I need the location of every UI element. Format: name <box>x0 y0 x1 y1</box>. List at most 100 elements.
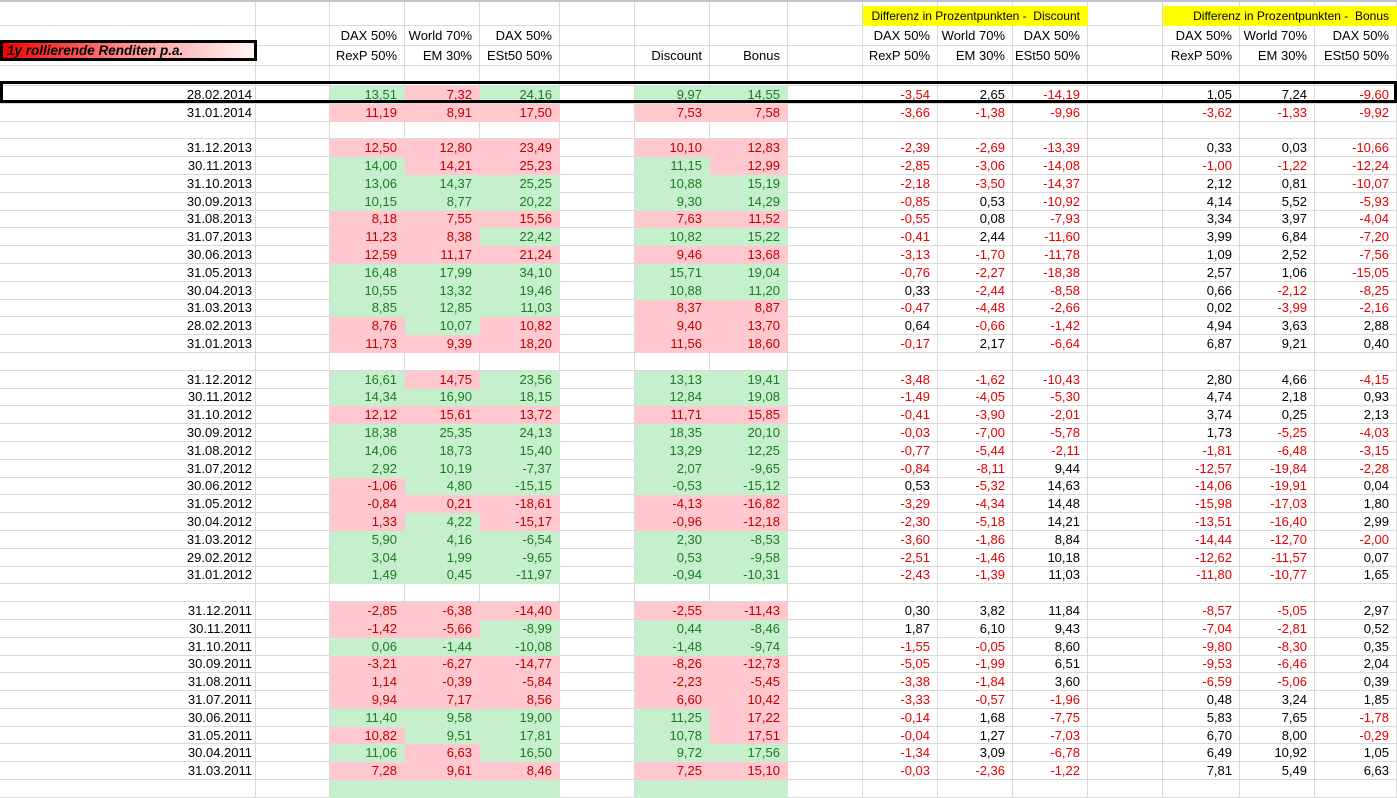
cell-diff-bonus-1[interactable]: 1,05 <box>1163 86 1240 104</box>
cell-bonus[interactable]: 15,85 <box>710 406 788 425</box>
cell-discount[interactable]: -0,53 <box>635 477 710 496</box>
cell-return-dax-est50[interactable]: -15,15 <box>480 477 560 496</box>
cell-bonus[interactable]: 19,41 <box>710 370 788 389</box>
cell-date[interactable]: 31.03.2013 <box>0 299 256 318</box>
cell-empty[interactable] <box>560 495 635 514</box>
cell-diff-bonus-3[interactable]: 2,88 <box>1315 317 1397 336</box>
cell-empty[interactable] <box>560 513 635 531</box>
cell-empty[interactable] <box>560 762 635 781</box>
cell-diff-discount-1[interactable]: -0,47 <box>863 299 938 318</box>
cell-diff-discount-2[interactable]: 6,10 <box>938 619 1013 638</box>
cell-empty[interactable] <box>788 246 863 264</box>
cell-empty[interactable] <box>560 530 635 549</box>
cell-empty[interactable] <box>256 66 330 86</box>
cell-return-dax-rexp[interactable]: 8,85 <box>330 299 405 318</box>
header-returns-col2-sub[interactable]: EM 30% <box>405 46 480 66</box>
cell-diff-bonus-1[interactable]: 0,33 <box>1163 139 1240 158</box>
cell-date[interactable]: 30.06.2012 <box>0 477 256 496</box>
cell-empty[interactable] <box>256 388 330 407</box>
cell-discount[interactable]: 12,84 <box>635 388 710 407</box>
cell-bonus[interactable]: -10,31 <box>710 566 788 585</box>
cell-empty[interactable] <box>560 441 635 460</box>
cell-empty[interactable] <box>256 780 330 798</box>
cell-return-dax-rexp[interactable]: 11,40 <box>330 708 405 727</box>
cell-diff-discount-2[interactable]: -4,34 <box>938 495 1013 514</box>
cell-diff-bonus-2[interactable]: -19,84 <box>1240 459 1315 478</box>
cell-diff-discount-3[interactable]: -7,93 <box>1013 210 1088 229</box>
diff-discount-section-header[interactable]: Differenz in Prozentpunkten - Discount <box>863 6 1088 26</box>
cell-return-dax-est50[interactable]: 19,46 <box>480 281 560 300</box>
cell-empty[interactable] <box>1088 691 1163 709</box>
cell-diff-bonus-2[interactable]: -1,33 <box>1240 103 1315 122</box>
cell-empty[interactable] <box>256 335 330 353</box>
cell-empty[interactable] <box>938 584 1013 603</box>
cell-return-world-em[interactable]: 0,21 <box>405 495 480 514</box>
cell-discount[interactable]: 9,72 <box>635 744 710 763</box>
cell-discount[interactable]: -2,55 <box>635 602 710 620</box>
cell-diff-bonus-2[interactable]: -1,22 <box>1240 157 1315 175</box>
cell-bonus[interactable]: 11,52 <box>710 210 788 229</box>
cell-diff-discount-3[interactable]: 14,63 <box>1013 477 1088 496</box>
header-diff-discount-col3-top[interactable]: DAX 50% <box>1013 26 1088 46</box>
cell-diff-discount-2[interactable]: -2,44 <box>938 281 1013 300</box>
cell-diff-bonus-2[interactable]: 3,24 <box>1240 691 1315 709</box>
cell-discount[interactable]: 11,15 <box>635 157 710 175</box>
cell-diff-bonus-1[interactable]: 3,74 <box>1163 406 1240 425</box>
cell-return-dax-rexp[interactable]: 13,51 <box>330 86 405 104</box>
cell-diff-bonus-3[interactable]: 1,85 <box>1315 691 1397 709</box>
cell-empty[interactable] <box>560 477 635 496</box>
cell-return-dax-est50[interactable]: -8,99 <box>480 619 560 638</box>
cell-bonus[interactable]: 14,55 <box>710 86 788 104</box>
cell-empty[interactable] <box>560 655 635 674</box>
cell-date[interactable]: 31.05.2012 <box>0 495 256 514</box>
cell-diff-discount-3[interactable]: 3,60 <box>1013 673 1088 692</box>
cell-return-world-em[interactable]: 8,77 <box>405 192 480 211</box>
cell-diff-discount-3[interactable]: -1,96 <box>1013 691 1088 709</box>
cell-return-dax-rexp[interactable]: 2,92 <box>330 459 405 478</box>
cell-empty[interactable] <box>710 66 788 86</box>
cell-diff-bonus-2[interactable]: -19,91 <box>1240 477 1315 496</box>
cell-diff-discount-1[interactable]: -0,03 <box>863 762 938 781</box>
cell-empty[interactable] <box>1088 406 1163 425</box>
header-diff-bonus-col1-sub[interactable]: RexP 50% <box>1163 46 1240 66</box>
cell-bonus[interactable]: -12,18 <box>710 513 788 531</box>
cell-empty[interactable] <box>1013 66 1088 86</box>
cell-diff-discount-3[interactable]: -10,43 <box>1013 370 1088 389</box>
cell-bonus[interactable]: 17,56 <box>710 744 788 763</box>
cell-diff-discount-2[interactable]: -3,06 <box>938 157 1013 175</box>
cell-diff-bonus-2[interactable]: -8,30 <box>1240 637 1315 656</box>
cell-discount[interactable]: 9,30 <box>635 192 710 211</box>
cell-diff-discount-2[interactable]: -5,18 <box>938 513 1013 531</box>
cell-diff-discount-2[interactable]: 2,44 <box>938 228 1013 247</box>
cell-empty[interactable] <box>560 673 635 692</box>
cell-diff-discount-1[interactable]: 0,30 <box>863 602 938 620</box>
cell-diff-discount-2[interactable]: -4,48 <box>938 299 1013 318</box>
cell-diff-bonus-1[interactable]: 5,83 <box>1163 708 1240 727</box>
cell-return-dax-rexp[interactable]: 14,06 <box>330 441 405 460</box>
cell-return-dax-rexp[interactable]: 13,06 <box>330 174 405 193</box>
cell-empty[interactable] <box>256 655 330 674</box>
cell-diff-discount-1[interactable] <box>863 780 938 798</box>
cell-empty[interactable] <box>788 459 863 478</box>
cell-diff-bonus-3[interactable]: 2,99 <box>1315 513 1397 531</box>
cell-empty[interactable] <box>256 673 330 692</box>
cell-discount[interactable]: 13,29 <box>635 441 710 460</box>
cell-diff-discount-2[interactable]: -1,46 <box>938 548 1013 567</box>
cell-return-world-em[interactable]: 9,58 <box>405 708 480 727</box>
cell-date[interactable]: 30.11.2012 <box>0 388 256 407</box>
cell-return-dax-est50[interactable]: 17,50 <box>480 103 560 122</box>
cell-diff-discount-3[interactable]: 6,51 <box>1013 655 1088 674</box>
cell-empty[interactable] <box>1088 46 1163 66</box>
cell-diff-discount-1[interactable]: -0,76 <box>863 263 938 282</box>
cell-bonus[interactable]: -11,43 <box>710 602 788 620</box>
cell-diff-bonus-2[interactable]: -17,03 <box>1240 495 1315 514</box>
cell-empty[interactable] <box>788 139 863 158</box>
cell-empty[interactable] <box>0 584 256 603</box>
cell-diff-discount-2[interactable]: -8,11 <box>938 459 1013 478</box>
cell-diff-bonus-1[interactable]: -1,81 <box>1163 441 1240 460</box>
cell-bonus[interactable]: 15,22 <box>710 228 788 247</box>
cell-empty[interactable] <box>560 157 635 175</box>
cell-diff-bonus-2[interactable]: 0,03 <box>1240 139 1315 158</box>
cell-diff-bonus-3[interactable]: -2,16 <box>1315 299 1397 318</box>
cell-empty[interactable] <box>560 263 635 282</box>
